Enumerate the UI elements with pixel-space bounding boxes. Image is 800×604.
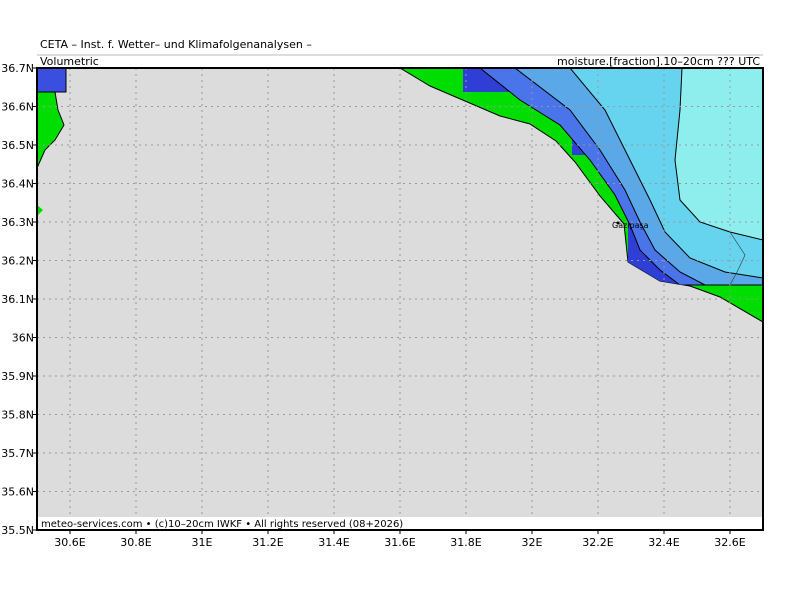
x-tick-label: 31.4E [318, 536, 349, 549]
y-tick-label: 36.1N [1, 293, 34, 306]
x-tick-label: 32E [522, 536, 543, 549]
x-tick-label: 32.6E [714, 536, 745, 549]
place-label: Gazipaşa [612, 221, 649, 230]
y-tick-label: 36.3N [1, 216, 34, 229]
y-tick-label: 36.7N [1, 62, 34, 75]
land [37, 91, 65, 169]
x-tick-label: 32.4E [648, 536, 679, 549]
border-line [729, 231, 746, 286]
moisture-band [674, 68, 763, 241]
moisture-field [463, 68, 763, 286]
map-layers [37, 68, 763, 323]
footer-box [38, 517, 762, 529]
land [37, 205, 43, 216]
moisture-band [37, 68, 67, 93]
y-tick-label: 35.9N [1, 370, 34, 383]
x-tick-label: 31.2E [252, 536, 283, 549]
x-tick-label: 32.2E [582, 536, 613, 549]
footer-text: meteo-services.com • (c)10–20cm IWKF • A… [41, 519, 403, 530]
x-tick-label: 31.8E [450, 536, 481, 549]
y-tick-label: 36N [12, 332, 34, 345]
y-tick-label: 35.8N [1, 409, 34, 422]
y-tick-label: 35.5N [1, 524, 34, 537]
x-tick-label: 31E [192, 536, 213, 549]
header-right: moisture.[fraction].10–20cm ??? UTC [557, 55, 760, 68]
y-tick-label: 35.7N [1, 447, 34, 460]
header-title: CETA – Inst. f. Wetter– und Klimafolgena… [40, 38, 312, 51]
header-left: Volumetric [40, 55, 99, 68]
x-tick-label: 31.6E [384, 536, 415, 549]
y-tick-label: 36.6N [1, 101, 34, 114]
grid [37, 67, 763, 531]
x-tick-label: 30.8E [120, 536, 151, 549]
y-tick-label: 36.5N [1, 139, 34, 152]
y-tick-label: 36.2N [1, 255, 34, 268]
x-tick-label: 30.6E [54, 536, 85, 549]
place-marker [616, 221, 620, 225]
y-tick-label: 35.6N [1, 486, 34, 499]
y-tick-label: 36.4N [1, 178, 34, 191]
